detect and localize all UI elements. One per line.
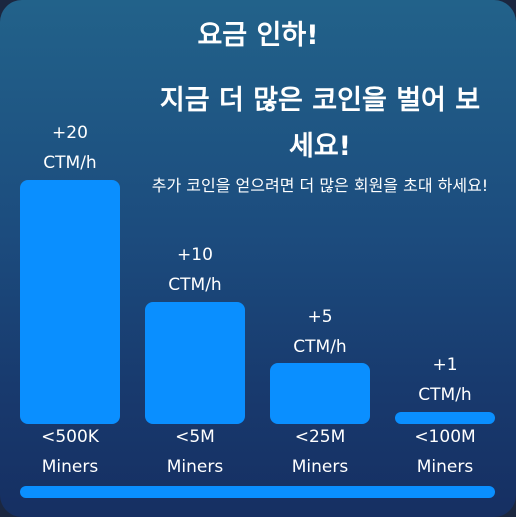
tier-range-3: <25M Miners [270,422,370,482]
tier-reward-unit: CTM/h [418,385,472,405]
tier-range-value: <25M [294,427,346,447]
promo-subtitle: 추가 코인을 얻으려면 더 많은 회원을 초대 하세요! [151,176,489,195]
tier-bar-4 [395,412,495,424]
tier-reward-3: +5 CTM/h [270,302,370,362]
tier-range-unit: Miners [416,457,474,477]
tier-reward-value: +5 [307,307,333,327]
tier-range-value: <500K [41,427,99,447]
tier-reward-4: +1 CTM/h [395,350,495,410]
tier-bar-2 [145,302,245,424]
tier-range-value: <5M [175,427,215,447]
tier-reward-unit: CTM/h [168,275,222,295]
tier-range-1: <500K Miners [20,422,120,482]
tier-range-2: <5M Miners [145,422,245,482]
tier-reward-value: +1 [432,355,458,375]
tier-bar-3 [270,363,370,424]
tier-range-value: <100M [414,427,476,447]
promo-headline: 지금 더 많은 코인을 벌어 보세요! [159,85,481,162]
tier-range-4: <100M Miners [395,422,495,482]
tier-range-unit: Miners [41,457,99,477]
tier-reward-value: +20 [52,123,88,143]
tier-reward-1: +20 CTM/h [20,118,120,178]
bottom-progress-bar [20,486,495,498]
tier-reward-unit: CTM/h [293,337,347,357]
tier-range-unit: Miners [166,457,224,477]
tier-bar-1 [20,180,120,424]
tier-reward-unit: CTM/h [43,153,97,173]
promo-title: 요금 인하! [197,20,319,51]
tier-reward-value: +10 [177,245,213,265]
tier-reward-2: +10 CTM/h [145,240,245,300]
tier-range-unit: Miners [291,457,349,477]
